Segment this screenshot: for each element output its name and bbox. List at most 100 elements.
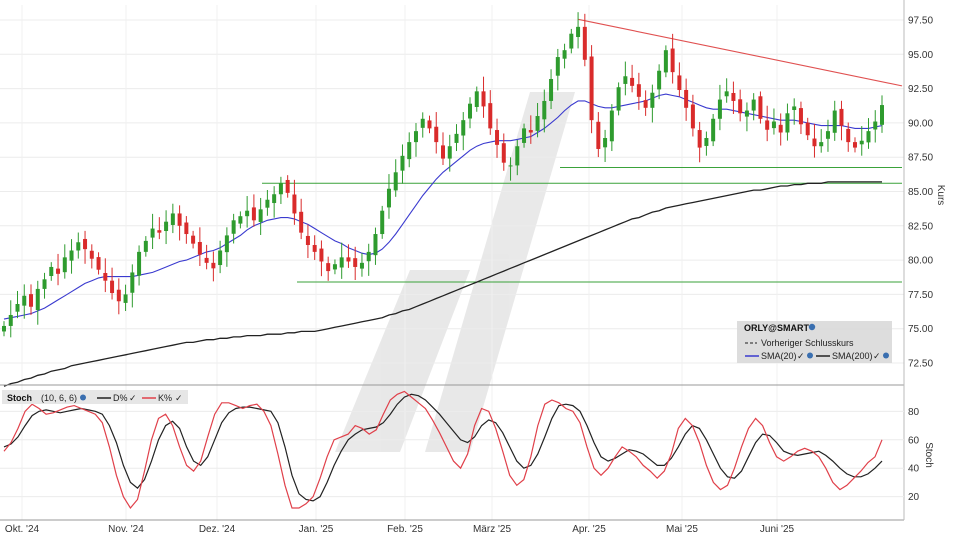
candlestick xyxy=(69,239,74,274)
candlestick xyxy=(609,104,614,152)
candlestick xyxy=(582,13,587,67)
candlestick xyxy=(852,137,857,153)
candlestick xyxy=(319,240,324,277)
resistance-trendline xyxy=(577,18,903,87)
candlestick xyxy=(56,253,61,286)
candlestick xyxy=(150,213,155,249)
legend-item-sma20: SMA(20) xyxy=(761,351,797,361)
time-axis-ticks: Okt. '24 Nov. '24 Dez. '24 Jan. '25 Feb. '25… xyxy=(5,524,795,535)
stoch-tick-label: 60 xyxy=(908,435,920,446)
candlestick xyxy=(603,129,608,163)
candlestick xyxy=(157,217,162,240)
candlestick xyxy=(859,126,864,156)
candlestick xyxy=(197,227,202,266)
stoch-legend-params: (10, 6, 6) xyxy=(41,393,77,403)
candlestick xyxy=(630,64,635,93)
candlestick xyxy=(76,232,81,259)
price-tick-label: 72.50 xyxy=(908,359,933,370)
candlestick xyxy=(177,205,182,241)
candlestick xyxy=(29,284,34,315)
candlestick xyxy=(731,81,736,114)
time-tick-label: Apr. '25 xyxy=(572,524,606,535)
candlestick xyxy=(596,112,601,158)
candlestick xyxy=(677,62,682,97)
candlestick xyxy=(515,139,520,176)
legend-title: ORLY@SMART xyxy=(744,323,809,333)
legend-info-icon[interactable] xyxy=(883,352,889,359)
candlestick xyxy=(373,227,378,265)
candlestick xyxy=(359,253,364,277)
candlestick xyxy=(400,144,405,184)
candlestick xyxy=(636,72,641,110)
candlestick xyxy=(42,272,47,299)
candlestick xyxy=(15,290,20,319)
candlestick xyxy=(569,28,574,54)
candlestick xyxy=(116,278,121,315)
candlestick xyxy=(697,121,702,163)
candlestick xyxy=(522,123,527,148)
candlestick xyxy=(738,89,743,122)
candlestick xyxy=(488,90,493,135)
stoch-tick-label: 20 xyxy=(908,492,920,503)
candlestick xyxy=(218,240,223,274)
price-tick-label: 82.50 xyxy=(908,221,933,232)
candlestick xyxy=(305,224,310,259)
candlestick xyxy=(711,113,716,147)
candlestick xyxy=(724,78,729,103)
support-lines xyxy=(262,18,903,283)
candlestick xyxy=(623,61,628,96)
candlestick xyxy=(366,243,371,276)
time-tick-label: März '25 xyxy=(473,524,511,535)
candlestick xyxy=(792,98,797,125)
candlesticks xyxy=(2,12,884,338)
candlestick xyxy=(758,91,763,124)
candlestick xyxy=(495,118,500,158)
legend-check-icon[interactable]: ✓ xyxy=(175,393,183,403)
candlestick xyxy=(312,235,317,260)
candlestick xyxy=(663,45,668,78)
legend-check-icon[interactable]: ✓ xyxy=(129,393,137,403)
price-tick-label: 95.00 xyxy=(908,50,933,61)
candlestick xyxy=(427,115,432,134)
moving-average-lines xyxy=(3,93,883,387)
candlestick xyxy=(825,119,830,152)
candlestick xyxy=(265,189,270,216)
candlestick xyxy=(616,82,621,116)
legend-check-icon[interactable]: ✓ xyxy=(873,351,881,361)
legend-info-icon[interactable] xyxy=(807,352,813,359)
candlestick xyxy=(211,251,216,282)
candlestick xyxy=(562,43,567,69)
candlestick xyxy=(690,94,695,137)
candlestick xyxy=(555,48,560,91)
candlestick xyxy=(346,244,351,268)
candlestick xyxy=(143,236,148,257)
price-tick-label: 90.00 xyxy=(908,118,933,129)
candlestick xyxy=(549,69,554,110)
stoch-k-line xyxy=(3,390,883,510)
candlestick xyxy=(866,118,871,149)
candlestick xyxy=(846,122,851,152)
candlestick xyxy=(873,110,878,143)
candlestick xyxy=(481,76,486,118)
candlestick xyxy=(339,242,344,279)
legend-info-icon[interactable] xyxy=(808,323,816,331)
candlestick xyxy=(170,203,175,234)
candlestick xyxy=(704,131,709,156)
candlestick xyxy=(812,123,817,158)
time-tick-label: Feb. '25 xyxy=(387,524,423,535)
candlestick xyxy=(805,117,810,141)
candlestick xyxy=(576,12,581,49)
candlestick xyxy=(684,78,689,121)
candlestick xyxy=(839,100,844,141)
candlestick xyxy=(83,230,88,264)
candlestick xyxy=(326,256,331,281)
sma20-line xyxy=(3,93,883,320)
candlestick xyxy=(272,186,277,218)
legend-check-icon[interactable]: ✓ xyxy=(797,351,805,361)
stoch-info-icon[interactable] xyxy=(80,394,86,401)
watermark-logo xyxy=(335,92,575,452)
candlestick xyxy=(224,227,229,267)
candlestick xyxy=(245,196,250,228)
price-panel: 97.50 95.00 92.50 90.00 87.50 85.00 82.50 80.00… xyxy=(0,5,946,520)
